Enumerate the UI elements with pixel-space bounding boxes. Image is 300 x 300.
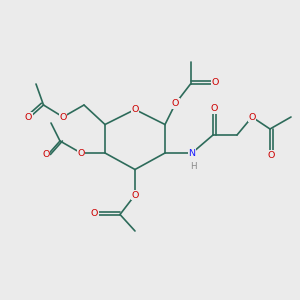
Text: O: O bbox=[91, 208, 98, 217]
Text: O: O bbox=[59, 112, 67, 122]
Text: O: O bbox=[131, 105, 139, 114]
Text: H: H bbox=[190, 162, 197, 171]
Text: O: O bbox=[211, 104, 218, 113]
Text: O: O bbox=[172, 99, 179, 108]
Text: O: O bbox=[77, 148, 85, 158]
Text: O: O bbox=[131, 190, 139, 200]
Text: N: N bbox=[188, 148, 196, 158]
Text: O: O bbox=[212, 78, 219, 87]
Text: O: O bbox=[25, 112, 32, 122]
Text: O: O bbox=[268, 151, 275, 160]
Text: O: O bbox=[42, 150, 50, 159]
Text: O: O bbox=[248, 112, 256, 122]
